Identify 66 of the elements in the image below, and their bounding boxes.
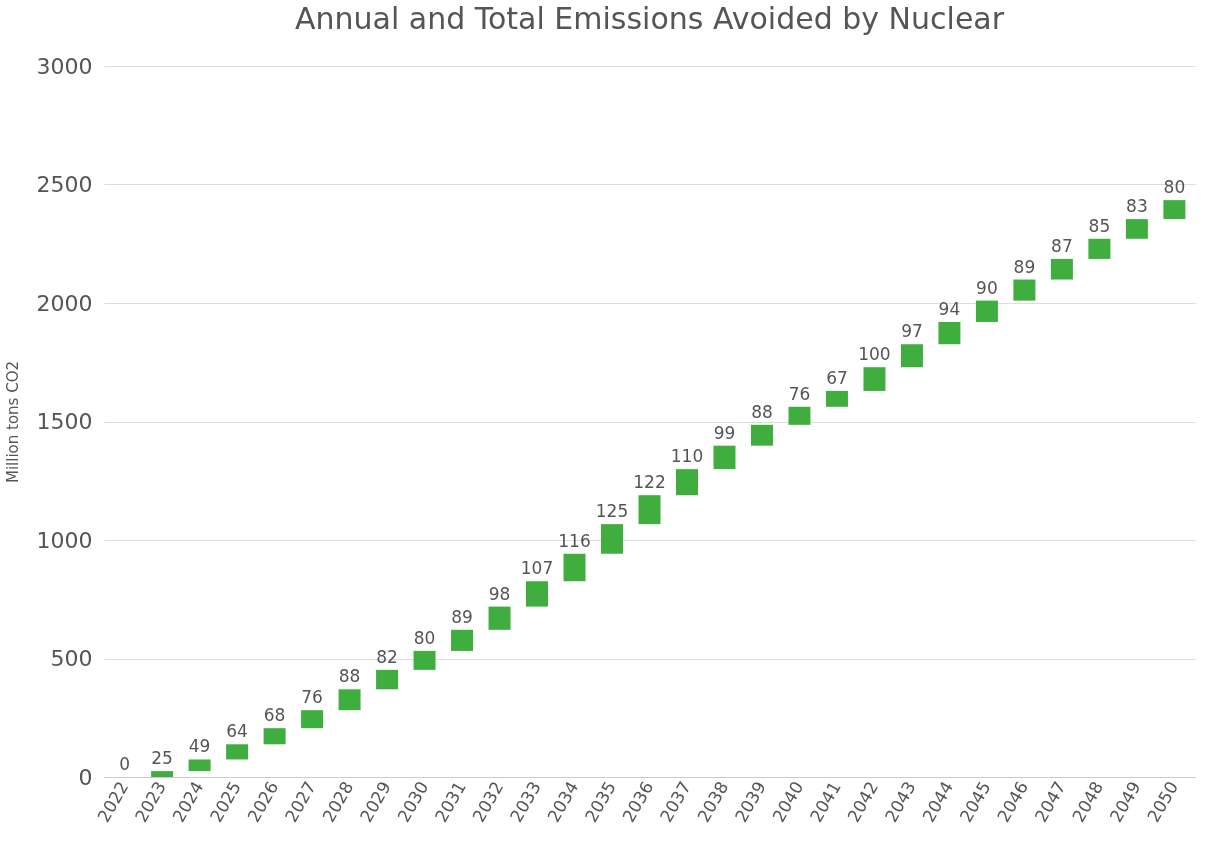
bar	[451, 629, 474, 651]
data-label: 0	[119, 754, 131, 774]
bar	[413, 650, 436, 670]
chart-title: Annual and Total Emissions Avoided by Nuclear	[294, 1, 1005, 36]
y-tick-label: 1500	[36, 409, 93, 434]
bar	[825, 390, 848, 407]
bar	[1088, 238, 1111, 259]
data-label: 83	[1126, 196, 1148, 217]
bar	[488, 606, 511, 630]
bar	[563, 553, 586, 582]
bar	[938, 321, 961, 345]
bar	[601, 524, 624, 554]
bar	[900, 344, 923, 368]
bar	[301, 710, 324, 729]
bar	[975, 300, 998, 322]
bar	[863, 367, 886, 391]
data-label: 25	[151, 748, 173, 769]
data-label: 94	[938, 298, 961, 319]
data-label: 100	[858, 344, 891, 365]
data-label: 125	[595, 501, 629, 522]
bar	[713, 445, 736, 470]
data-label: 76	[301, 687, 323, 708]
bar	[1125, 219, 1148, 239]
data-label: 76	[788, 383, 811, 404]
data-label: 97	[901, 321, 923, 342]
bar	[1163, 200, 1186, 220]
bar	[226, 744, 249, 760]
bar	[1050, 258, 1073, 280]
bar	[1013, 279, 1036, 301]
bar	[376, 669, 399, 690]
data-label: 68	[263, 705, 286, 726]
y-tick-label: 0	[78, 764, 93, 790]
data-label: 82	[376, 646, 398, 667]
y-tick-label: 500	[50, 646, 93, 671]
data-label: 89	[1013, 256, 1036, 277]
bar	[526, 581, 549, 607]
bar	[151, 771, 174, 777]
data-label: 122	[633, 472, 666, 493]
bar	[638, 495, 661, 525]
data-label: 80	[413, 627, 436, 648]
y-tick-label: 3000	[36, 53, 93, 79]
data-label: 110	[670, 446, 704, 467]
bar	[263, 728, 286, 745]
data-label: 89	[451, 606, 473, 627]
bar	[188, 759, 211, 772]
data-label: 107	[520, 558, 554, 579]
data-label: 80	[1163, 177, 1186, 198]
y-tick-label: 2500	[36, 172, 93, 197]
data-label: 90	[976, 277, 998, 298]
data-label: 98	[488, 583, 511, 604]
data-label: 64	[226, 721, 248, 742]
data-label: 67	[826, 367, 848, 388]
data-label: 88	[751, 401, 773, 422]
data-label: 116	[558, 530, 591, 551]
bar	[788, 406, 811, 425]
data-label: 87	[1051, 235, 1073, 256]
data-label: 49	[188, 736, 211, 757]
bar	[750, 424, 773, 446]
data-label: 88	[338, 666, 361, 687]
bar	[675, 469, 698, 496]
bar	[338, 689, 361, 711]
y-tick-label: 2000	[36, 290, 93, 316]
data-label: 85	[1088, 215, 1111, 236]
data-label: 99	[713, 422, 736, 443]
y-tick-label: 1000	[36, 527, 93, 553]
y-axis-title: Million tons CO2	[3, 360, 22, 484]
